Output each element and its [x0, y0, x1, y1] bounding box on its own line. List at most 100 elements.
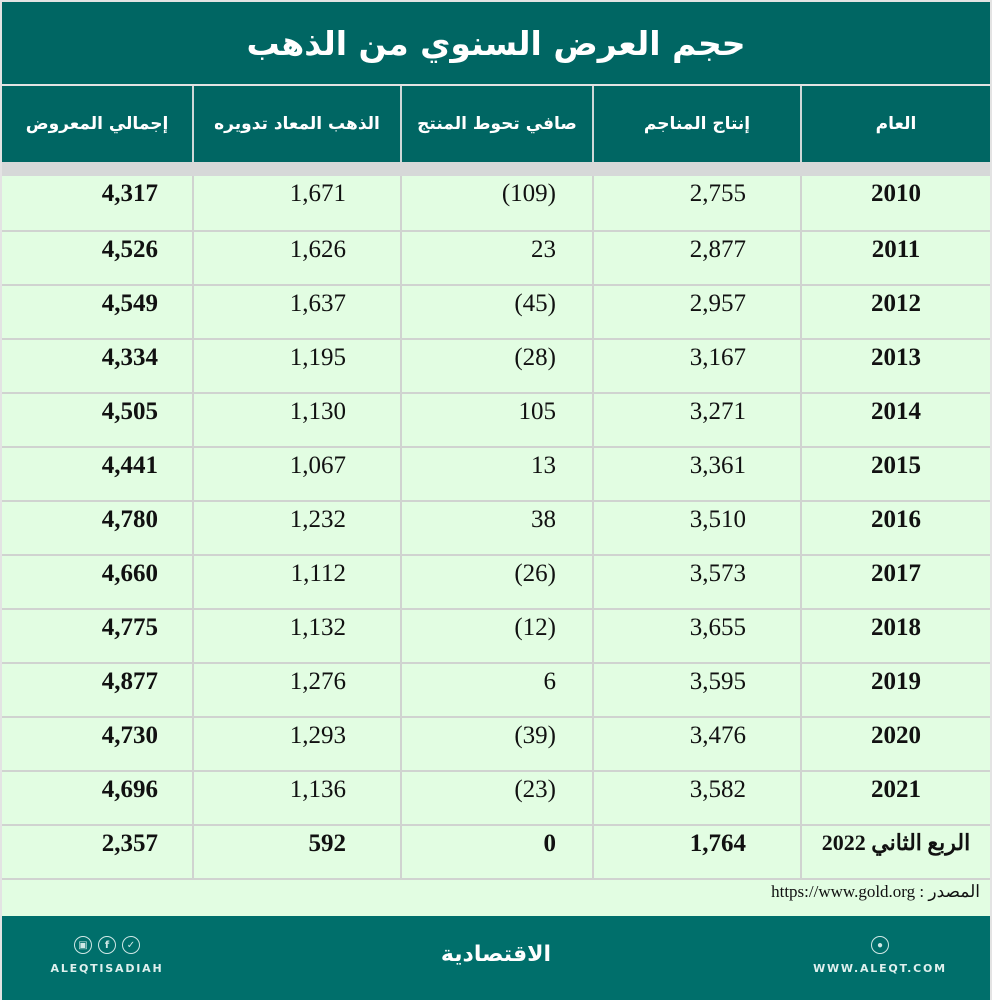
source-note: المصدر : https://www.gold.org	[2, 878, 990, 916]
table-row-q2-2022: الربع الثاني 2022 1,764 0 592 2,357	[2, 824, 990, 878]
cell-recycled-gold: 1,276	[192, 662, 400, 716]
cell-mine-production: 3,582	[592, 770, 800, 824]
table-row: 2020 3,476 (39) 1,293 4,730	[2, 716, 990, 770]
cell-mine-production: 3,655	[592, 608, 800, 662]
cell-net-producer-hedging: (28)	[400, 338, 592, 392]
table-row: 2012 2,957 (45) 1,637 4,549	[2, 284, 990, 338]
cell-recycled-gold: 1,232	[192, 500, 400, 554]
cell-total-supply: 4,526	[2, 230, 192, 284]
cell-total-supply: 4,775	[2, 608, 192, 662]
cell-total-supply: 4,730	[2, 716, 192, 770]
cell-net-producer-hedging: (39)	[400, 716, 592, 770]
header-year: العام	[800, 86, 990, 162]
cell-total-supply: 4,696	[2, 770, 192, 824]
cell-net-producer-hedging: 38	[400, 500, 592, 554]
table-body: 2010 2,755 (109) 1,671 4,317 2011 2,877 …	[2, 176, 990, 878]
cell-mine-production: 1,764	[592, 824, 800, 878]
cell-recycled-gold: 1,626	[192, 230, 400, 284]
cell-recycled-gold: 1,067	[192, 446, 400, 500]
cell-mine-production: 3,167	[592, 338, 800, 392]
cell-mine-production: 3,271	[592, 392, 800, 446]
table-row: 2013 3,167 (28) 1,195 4,334	[2, 338, 990, 392]
twitter-icon[interactable]: ✓	[122, 936, 140, 954]
cell-recycled-gold: 592	[192, 824, 400, 878]
table-row: 2010 2,755 (109) 1,671 4,317	[2, 176, 990, 230]
cell-net-producer-hedging: (23)	[400, 770, 592, 824]
cell-mine-production: 3,573	[592, 554, 800, 608]
source-url: https://www.gold.org	[771, 882, 916, 901]
header-recycled-gold: الذهب المعاد تدويره	[192, 86, 400, 162]
globe-icon: ●	[871, 936, 889, 954]
table-row: 2019 3,595 6 1,276 4,877	[2, 662, 990, 716]
table-row: 2011 2,877 23 1,626 4,526	[2, 230, 990, 284]
cell-total-supply: 4,505	[2, 392, 192, 446]
cell-recycled-gold: 1,293	[192, 716, 400, 770]
cell-year: 2013	[800, 338, 990, 392]
table-row: 2015 3,361 13 1,067 4,441	[2, 446, 990, 500]
cell-mine-production: 2,877	[592, 230, 800, 284]
cell-total-supply: 4,441	[2, 446, 192, 500]
cell-recycled-gold: 1,637	[192, 284, 400, 338]
cell-recycled-gold: 1,136	[192, 770, 400, 824]
cell-mine-production: 3,361	[592, 446, 800, 500]
page-title: حجم العرض السنوي من الذهب	[2, 2, 990, 84]
cell-net-producer-hedging: 13	[400, 446, 592, 500]
footer-website: ● WWW.ALEQT.COM	[810, 936, 950, 975]
cell-net-producer-hedging: 0	[400, 824, 592, 878]
cell-year: الربع الثاني 2022	[800, 824, 990, 878]
footer: ▣ f ✓ ALEQTISADIAH الاقتصادية ● WWW.ALEQ…	[2, 916, 990, 1000]
cell-total-supply: 4,317	[2, 176, 192, 230]
cell-year: 2014	[800, 392, 990, 446]
cell-year: 2017	[800, 554, 990, 608]
cell-recycled-gold: 1,132	[192, 608, 400, 662]
instagram-icon[interactable]: ▣	[74, 936, 92, 954]
cell-total-supply: 4,334	[2, 338, 192, 392]
cell-recycled-gold: 1,195	[192, 338, 400, 392]
table-row: 2017 3,573 (26) 1,112 4,660	[2, 554, 990, 608]
cell-year: 2018	[800, 608, 990, 662]
cell-net-producer-hedging: (26)	[400, 554, 592, 608]
cell-mine-production: 2,957	[592, 284, 800, 338]
cell-year: 2015	[800, 446, 990, 500]
table-row: 2014 3,271 105 1,130 4,505	[2, 392, 990, 446]
cell-mine-production: 3,476	[592, 716, 800, 770]
cell-net-producer-hedging: (45)	[400, 284, 592, 338]
cell-net-producer-hedging: (109)	[400, 176, 592, 230]
source-label: المصدر :	[919, 882, 980, 901]
table-header-row: العام إنتاج المناجم صافي تحوط المنتج الذ…	[2, 86, 990, 162]
cell-year: 2016	[800, 500, 990, 554]
cell-total-supply: 4,780	[2, 500, 192, 554]
footer-social: ▣ f ✓ ALEQTISADIAH	[50, 936, 164, 975]
cell-year: 2019	[800, 662, 990, 716]
brand-handle: ALEQTISADIAH	[50, 962, 164, 975]
cell-net-producer-hedging: (12)	[400, 608, 592, 662]
cell-year: 2021	[800, 770, 990, 824]
cell-recycled-gold: 1,671	[192, 176, 400, 230]
facebook-icon[interactable]: f	[98, 936, 116, 954]
header-net-producer-hedging: صافي تحوط المنتج	[400, 86, 592, 162]
cell-total-supply: 2,357	[2, 824, 192, 878]
website-link[interactable]: WWW.ALEQT.COM	[813, 962, 947, 975]
cell-total-supply: 4,877	[2, 662, 192, 716]
cell-net-producer-hedging: 105	[400, 392, 592, 446]
gold-supply-table: العام إنتاج المناجم صافي تحوط المنتج الذ…	[2, 86, 990, 916]
cell-year: 2020	[800, 716, 990, 770]
header-separator	[2, 162, 990, 176]
cell-year: 2011	[800, 230, 990, 284]
table-row: 2021 3,582 (23) 1,136 4,696	[2, 770, 990, 824]
cell-mine-production: 2,755	[592, 176, 800, 230]
cell-net-producer-hedging: 6	[400, 662, 592, 716]
cell-year: 2012	[800, 284, 990, 338]
cell-net-producer-hedging: 23	[400, 230, 592, 284]
cell-total-supply: 4,660	[2, 554, 192, 608]
cell-year: 2010	[800, 176, 990, 230]
brand-logo: الاقتصادية	[440, 942, 552, 967]
header-mine-production: إنتاج المناجم	[592, 86, 800, 162]
table-row: 2018 3,655 (12) 1,132 4,775	[2, 608, 990, 662]
table-row: 2016 3,510 38 1,232 4,780	[2, 500, 990, 554]
cell-recycled-gold: 1,112	[192, 554, 400, 608]
cell-mine-production: 3,510	[592, 500, 800, 554]
header-total-supply: إجمالي المعروض	[2, 86, 192, 162]
cell-total-supply: 4,549	[2, 284, 192, 338]
cell-recycled-gold: 1,130	[192, 392, 400, 446]
